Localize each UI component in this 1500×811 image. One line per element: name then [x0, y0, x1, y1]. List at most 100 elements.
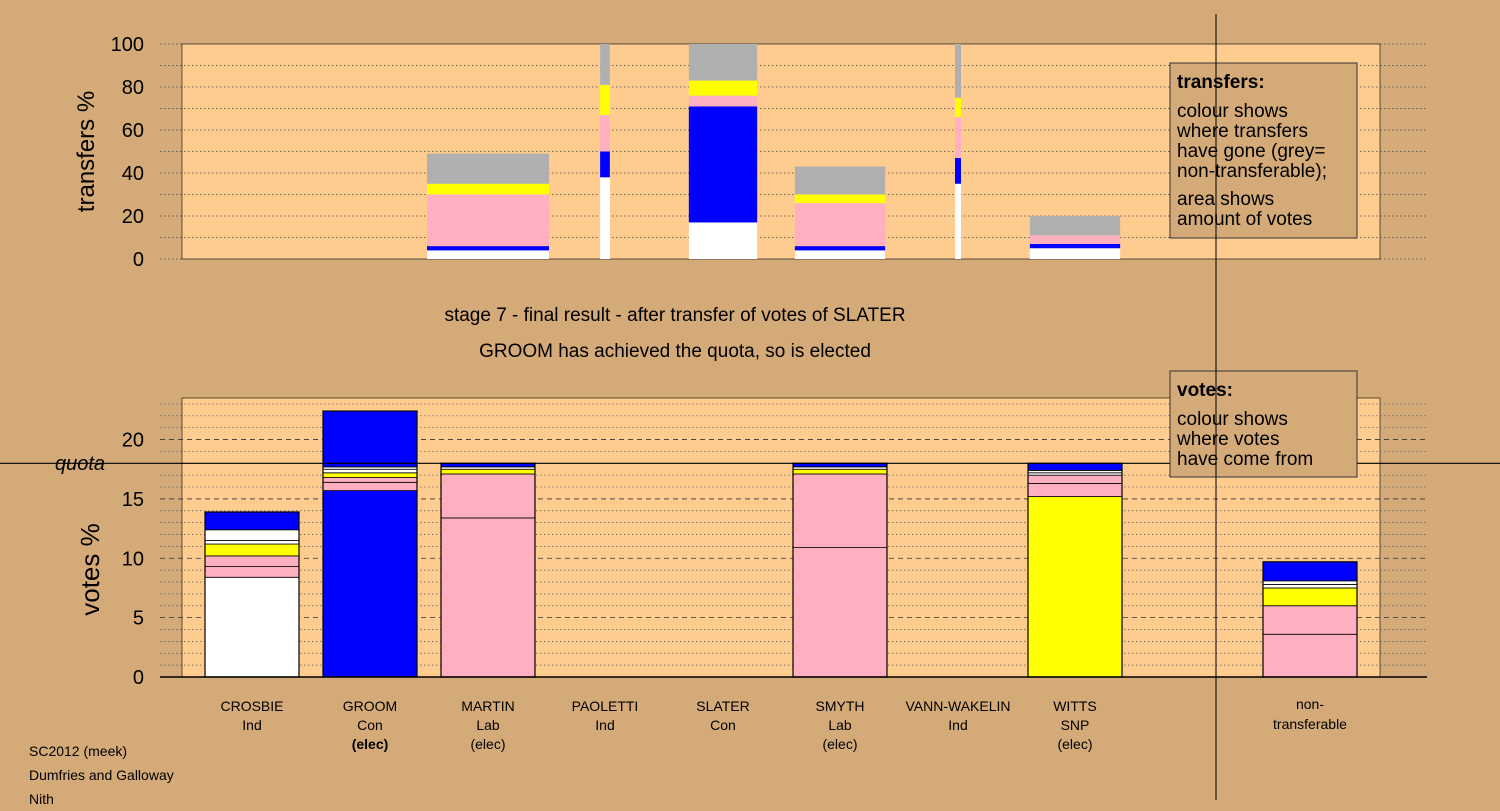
ward-name: Nith [29, 791, 54, 807]
stage-title: stage 7 - final result - after transfer … [444, 305, 905, 326]
vote-segment [204, 576, 300, 678]
votes-y-axis-label: votes % [75, 523, 105, 616]
transfer-segment [794, 250, 886, 259]
candidate-party: Con [710, 717, 736, 733]
candidate-status: (elec) [352, 736, 389, 752]
transfer-segment [688, 106, 758, 223]
transfer-segment [688, 222, 758, 259]
candidate-name: CROSBIE [220, 698, 283, 714]
candidate-party: Lab [828, 717, 852, 733]
transfer-segment [794, 246, 886, 251]
transfer-segment [688, 44, 758, 81]
vote-segment [440, 517, 536, 678]
transfer-segment [688, 80, 758, 96]
transfer-segment [1029, 243, 1121, 249]
votes-legend-line: have come from [1177, 449, 1313, 470]
transfer-segment [427, 250, 549, 259]
votes-y-tick-label: 20 [122, 430, 144, 452]
transfer-segment [794, 203, 886, 247]
vote-segment [204, 566, 300, 578]
council-name: Dumfries and Galloway [29, 767, 174, 783]
transfers-y-tick-label: 20 [122, 206, 144, 228]
transfers-y-tick-label: 100 [111, 34, 144, 56]
nontransferable-label: transferable [1273, 716, 1347, 732]
transfers-y-tick-label: 0 [133, 249, 144, 271]
candidate-status: (elec) [1057, 736, 1092, 752]
vote-segment [204, 540, 300, 545]
election-name: SC2012 (meek) [29, 743, 128, 759]
transfers-legend-line: area shows [1177, 189, 1274, 210]
vote-segment [204, 511, 300, 531]
transfer-segment [427, 183, 549, 195]
transfer-segment [600, 84, 610, 115]
vote-segment [1027, 483, 1123, 497]
candidate-name: WITTS [1053, 698, 1097, 714]
votes-legend-box [1169, 370, 1358, 478]
vote-segment [204, 529, 300, 541]
candidate-party: Lab [476, 717, 500, 733]
transfers-legend-line: have gone (grey= [1177, 141, 1325, 162]
candidate-name: MARTIN [461, 698, 514, 714]
transfer-segment [427, 194, 549, 247]
vote-segment [1027, 462, 1123, 471]
transfers-legend-line: non-transferable); [1177, 161, 1327, 182]
transfers-y-tick-label: 60 [122, 120, 144, 142]
candidate-name: SMYTH [816, 698, 865, 714]
candidate-party: Ind [948, 717, 967, 733]
transfers-legend-title: transfers: [1177, 72, 1265, 93]
transfer-segment [600, 151, 610, 178]
transfer-segment [1029, 248, 1121, 259]
quota-label: quota [55, 453, 105, 475]
vote-segment [440, 468, 536, 475]
votes-legend-title: votes: [1177, 380, 1233, 401]
transfer-segment [600, 44, 610, 85]
transfers-y-axis-label: transfers % [73, 91, 100, 212]
votes-y-tick-label: 5 [133, 608, 144, 630]
vote-segment [792, 473, 888, 548]
transfer-segment [1029, 216, 1121, 236]
vote-segment [440, 473, 536, 519]
transfer-segment [427, 153, 549, 184]
transfer-segment [794, 166, 886, 195]
vote-segment [322, 468, 418, 474]
candidate-name: GROOM [343, 698, 397, 714]
transfers-legend-line: colour shows [1177, 101, 1288, 122]
vote-segment [322, 410, 418, 468]
candidate-name: SLATER [696, 698, 749, 714]
vote-segment [322, 490, 418, 678]
transfers-panel: 0 20 40 60 80 100 transfers % transfers: colour … [73, 34, 1427, 271]
transfer-segment [955, 117, 961, 158]
votes-y-tick-label: 10 [122, 548, 144, 570]
votes-y-tick-label: 15 [122, 489, 144, 511]
candidate-labels: CROSBIE Ind GROOM Con (elec) MARTIN Lab (elec) P… [220, 696, 1347, 752]
transfers-legend-box [1169, 62, 1358, 239]
vote-segment [792, 468, 888, 475]
candidate-name: VANN-WAKELIN [905, 698, 1010, 714]
transfer-segment [427, 246, 549, 251]
candidate-party: Ind [595, 717, 614, 733]
transfer-segment [955, 183, 961, 259]
transfer-segment [1029, 235, 1121, 244]
nontransferable-label: non- [1296, 696, 1324, 712]
transfer-segment [794, 194, 886, 204]
vote-segment [1027, 496, 1123, 678]
candidate-name: PAOLETTI [572, 698, 639, 714]
transfers-legend-line: where transfers [1176, 121, 1308, 142]
vote-segment [322, 481, 418, 492]
transfer-segment [955, 44, 961, 98]
vote-segment [1262, 605, 1358, 635]
candidate-party: Con [357, 717, 383, 733]
vote-segment [204, 555, 300, 567]
candidate-party: Ind [242, 717, 261, 733]
transfer-segment [688, 95, 758, 107]
titles: stage 7 - final result - after transfer … [55, 305, 906, 475]
vote-segment [322, 472, 418, 478]
transfers-y-tick-label: 40 [122, 163, 144, 185]
candidate-status: (elec) [470, 736, 505, 752]
transfer-segment [600, 177, 610, 259]
